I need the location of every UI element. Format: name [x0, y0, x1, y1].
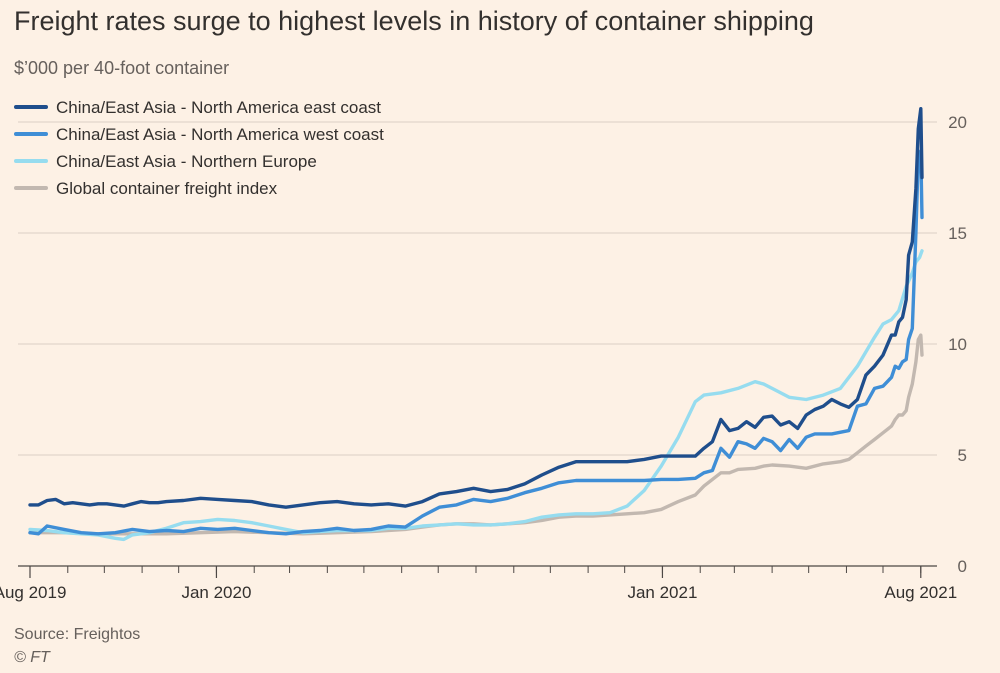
y-tick-label: 5: [958, 446, 967, 465]
credit-note: © FT: [14, 649, 50, 666]
y-tick-label: 15: [948, 224, 967, 243]
series-line-2: [28, 249, 924, 542]
x-tick-label: Aug 2019: [0, 583, 66, 602]
y-tick-label: 20: [948, 113, 967, 132]
series-line-0: [28, 107, 924, 509]
source-note: Source: Freightos: [14, 626, 141, 643]
legend-label-0: China/East Asia - North America east coa…: [56, 98, 381, 117]
legend: China/East Asia - North America east coa…: [14, 98, 384, 198]
legend-label-3: Global container freight index: [56, 179, 278, 198]
series-line-3: [28, 333, 924, 536]
y-tick-label: 10: [948, 335, 967, 354]
legend-label-1: China/East Asia - North America west coa…: [56, 125, 384, 144]
x-tick-label: Jan 2020: [181, 583, 251, 602]
axis-layer: 0 5 10 15 20 Aug 2019 Jan 2020 Jan 2021 Aug 2021: [0, 113, 967, 602]
series-line-1: [28, 149, 924, 536]
chart-title: Freight rates surge to highest levels in…: [14, 6, 814, 36]
series-layer: [28, 107, 924, 542]
grid-layer: [18, 121, 937, 456]
legend-label-2: China/East Asia - Northern Europe: [56, 152, 317, 171]
chart-subtitle: $’000 per 40-foot container: [14, 58, 230, 78]
x-tick-label: Aug 2021: [884, 583, 957, 602]
y-tick-label: 0: [958, 557, 967, 576]
x-tick-label: Jan 2021: [627, 583, 697, 602]
